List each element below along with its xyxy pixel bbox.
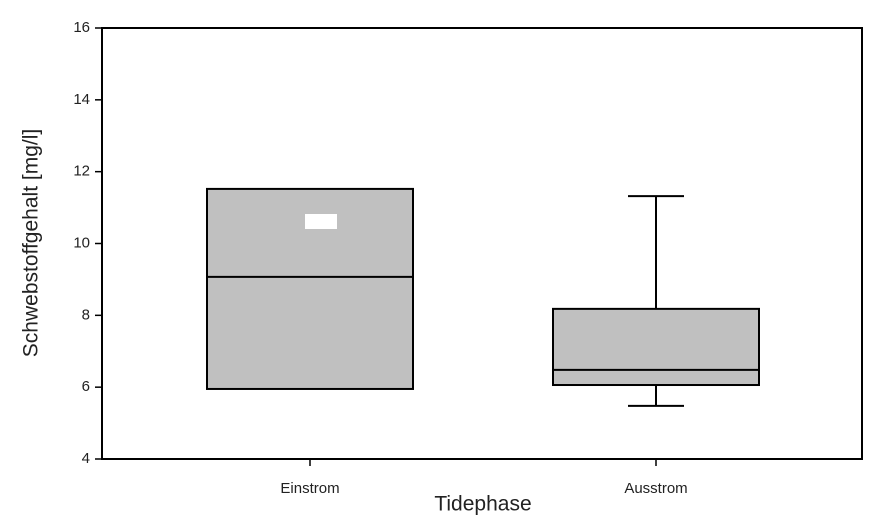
x-axis-title: Tidephase — [434, 493, 531, 516]
y-tick-label: 10 — [73, 234, 90, 251]
plot-frame — [101, 27, 863, 460]
x-tick-label: Ausstrom — [624, 480, 687, 497]
y-tick-label: 6 — [82, 378, 90, 395]
y-axis-title: Schwebstoffgehalt [mg/l] — [20, 129, 43, 357]
box — [552, 307, 760, 387]
x-tick-label: Einstrom — [280, 480, 339, 497]
y-tick-label: 8 — [82, 306, 90, 323]
y-tick-label: 4 — [82, 450, 90, 467]
y-tick-label: 12 — [73, 163, 90, 180]
y-tick-label: 14 — [73, 91, 90, 108]
redaction — [305, 214, 337, 229]
y-tick-label: 16 — [73, 19, 90, 36]
